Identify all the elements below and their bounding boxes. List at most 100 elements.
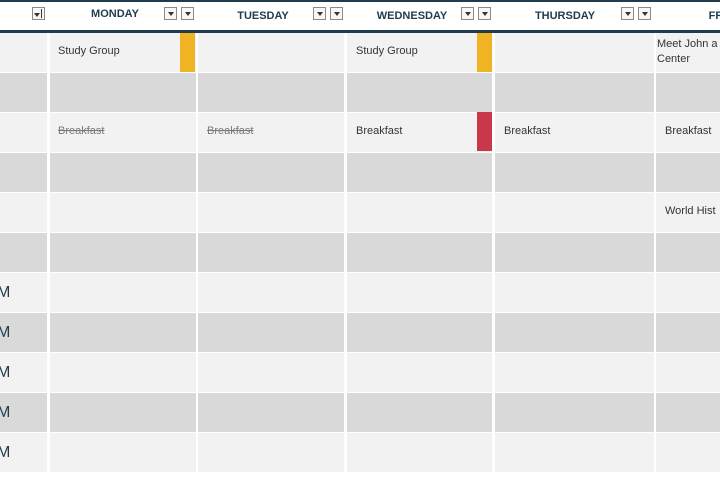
- grid-cell[interactable]: [656, 393, 720, 432]
- event-study-group-wednesday[interactable]: Study Group: [356, 45, 418, 57]
- grid-cell[interactable]: [0, 353, 47, 392]
- day-label-tuesday: TUESDAY: [237, 10, 289, 22]
- grid-cell[interactable]: [198, 193, 344, 232]
- grid-cell[interactable]: [50, 33, 196, 72]
- grid-cell[interactable]: [50, 393, 196, 432]
- grid-cell[interactable]: [656, 313, 720, 352]
- filter-button-thursday-1[interactable]: [621, 7, 634, 20]
- time-label-row8: M: [0, 324, 11, 341]
- day-label-monday: MONDAY: [91, 8, 139, 20]
- grid-cell[interactable]: [495, 73, 654, 112]
- grid-cell[interactable]: [50, 153, 196, 192]
- grid-cell[interactable]: [198, 313, 344, 352]
- event-meet-john-friday-line1[interactable]: Meet John a: [657, 38, 718, 50]
- grid-cell[interactable]: [656, 233, 720, 272]
- grid-cell[interactable]: [198, 153, 344, 192]
- grid-cell[interactable]: [198, 273, 344, 312]
- day-label-wednesday: WEDNESDAY: [376, 10, 448, 22]
- filter-button-monday-2[interactable]: [181, 7, 194, 20]
- grid-cell[interactable]: [198, 353, 344, 392]
- grid-cell[interactable]: [495, 393, 654, 432]
- grid-cell[interactable]: [0, 73, 47, 112]
- event-breakfast-wednesday[interactable]: Breakfast: [356, 125, 403, 137]
- filter-button-tuesday-1[interactable]: [313, 7, 326, 20]
- day-header-friday: FR: [656, 2, 720, 35]
- filter-button-tuesday-2[interactable]: [330, 7, 343, 20]
- grid-cell[interactable]: [495, 433, 654, 472]
- grid-cell[interactable]: [495, 353, 654, 392]
- event-breakfast-thursday[interactable]: Breakfast: [504, 125, 551, 137]
- grid-cell[interactable]: [0, 153, 47, 192]
- day-header-tuesday: TUESDAY: [198, 2, 346, 35]
- event-breakfast-monday[interactable]: Breakfast: [58, 125, 105, 137]
- grid-cell[interactable]: [347, 273, 492, 312]
- grid-cell[interactable]: [495, 313, 654, 352]
- grid-cell[interactable]: [495, 233, 654, 272]
- grid-cell[interactable]: [656, 433, 720, 472]
- grid-cell[interactable]: [347, 353, 492, 392]
- filter-button-wednesday-1[interactable]: [461, 7, 474, 20]
- grid-cell[interactable]: [347, 33, 492, 72]
- grid-cell[interactable]: [0, 193, 47, 232]
- grid-cell[interactable]: [0, 33, 47, 72]
- grid-cell[interactable]: [0, 313, 47, 352]
- sort-filter-button[interactable]: [32, 7, 45, 20]
- grid-cell[interactable]: [495, 273, 654, 312]
- grid-cell[interactable]: [198, 393, 344, 432]
- event-breakfast-tuesday[interactable]: Breakfast: [207, 125, 254, 137]
- grid-cell[interactable]: [0, 233, 47, 272]
- grid-cell[interactable]: [50, 353, 196, 392]
- grid-cell[interactable]: [198, 73, 344, 112]
- grid-cell[interactable]: [198, 33, 344, 72]
- event-world-history-friday[interactable]: World Hist: [665, 205, 716, 217]
- event-study-group-monday[interactable]: Study Group: [58, 45, 120, 57]
- grid-cell[interactable]: [495, 113, 654, 152]
- grid-cell[interactable]: [50, 233, 196, 272]
- time-label-row7: M: [0, 284, 11, 301]
- yellow-tag-monday: [180, 33, 195, 72]
- grid-cell[interactable]: [347, 313, 492, 352]
- grid-cell[interactable]: [0, 113, 47, 152]
- filter-button-thursday-2[interactable]: [638, 7, 651, 20]
- event-breakfast-friday[interactable]: Breakfast: [665, 125, 712, 137]
- grid-cell[interactable]: [50, 193, 196, 232]
- grid-cell[interactable]: [198, 113, 344, 152]
- day-header-wednesday: WEDNESDAY: [347, 2, 493, 35]
- grid-cell[interactable]: [495, 153, 654, 192]
- grid-cell[interactable]: [347, 233, 492, 272]
- day-label-thursday: THURSDAY: [534, 10, 596, 22]
- grid-cell[interactable]: [656, 153, 720, 192]
- grid-cell[interactable]: [656, 353, 720, 392]
- grid-cell[interactable]: [50, 273, 196, 312]
- grid-cell[interactable]: [347, 73, 492, 112]
- filter-button-wednesday-2[interactable]: [478, 7, 491, 20]
- grid-cell[interactable]: [347, 433, 492, 472]
- grid-cell[interactable]: [0, 273, 47, 312]
- grid-cell[interactable]: [50, 313, 196, 352]
- grid-cell[interactable]: [0, 433, 47, 472]
- grid-cell[interactable]: [347, 113, 492, 152]
- red-tag-wednesday: [477, 112, 492, 151]
- day-header-thursday: THURSDAY: [495, 2, 655, 35]
- grid-cell[interactable]: [0, 393, 47, 432]
- grid-cell[interactable]: [347, 393, 492, 432]
- grid-cell[interactable]: [347, 193, 492, 232]
- grid-cell[interactable]: [50, 433, 196, 472]
- grid-cell[interactable]: [50, 73, 196, 112]
- grid-cell[interactable]: [656, 33, 720, 72]
- yellow-tag-wednesday: [477, 33, 492, 72]
- grid-cell[interactable]: [50, 113, 196, 152]
- grid-cell[interactable]: [656, 273, 720, 312]
- grid-cell[interactable]: [656, 193, 720, 232]
- header-row: [0, 0, 720, 33]
- grid-cell[interactable]: [495, 33, 654, 72]
- grid-cell[interactable]: [198, 233, 344, 272]
- grid-cell[interactable]: [198, 433, 344, 472]
- grid-cell[interactable]: [495, 193, 654, 232]
- filter-button-monday-1[interactable]: [164, 7, 177, 20]
- grid-cell[interactable]: [656, 113, 720, 152]
- event-meet-john-friday-line2[interactable]: Center: [657, 53, 691, 65]
- grid-cell[interactable]: [656, 73, 720, 112]
- grid-cell[interactable]: [347, 153, 492, 192]
